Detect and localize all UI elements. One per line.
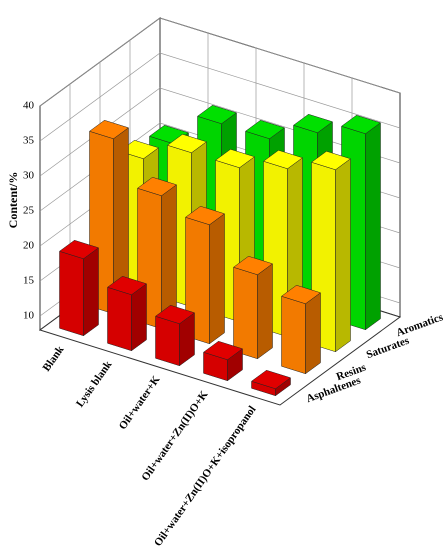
z-tick-label: 20: [23, 240, 35, 252]
bar-top: [196, 104, 238, 125]
bar-side: [131, 283, 147, 352]
bar-side: [209, 213, 225, 345]
series-label: Aromatics: [395, 311, 444, 339]
bar-top: [292, 113, 334, 134]
grid-line: [39, 17, 401, 107]
x-tick-label: Oil+water+K: [117, 373, 163, 432]
z-axis-title: Content/%: [6, 172, 20, 229]
bar-top: [58, 239, 100, 260]
bar-top: [250, 369, 292, 390]
z-tick-label: 15: [23, 275, 35, 287]
z-tick-label: 10: [23, 310, 35, 322]
bar-top: [244, 119, 286, 140]
x-tick-label: Oil+water+Zn(II)O+K+isopropanol: [152, 404, 258, 549]
bar-top: [202, 340, 244, 361]
bar-front: [107, 286, 132, 352]
bar-top: [232, 255, 274, 276]
z-tick-label: 30: [23, 170, 35, 182]
bar-front: [281, 295, 306, 375]
series-label: Saturates: [365, 334, 412, 361]
bar-top: [118, 139, 160, 160]
bar: [250, 369, 292, 397]
x-tick-label: Oil+water+Zn(II)O+K: [139, 388, 210, 483]
bar-top: [154, 304, 196, 325]
bar-front: [233, 266, 258, 360]
bar-side: [365, 122, 381, 331]
bar-top: [340, 114, 382, 135]
bar: [280, 284, 322, 375]
bar: [58, 239, 100, 337]
z-tick-label: 40: [23, 100, 35, 112]
bar-top: [280, 284, 322, 305]
bar-top: [184, 205, 226, 226]
bar: [202, 340, 244, 382]
bar: [232, 255, 274, 360]
bar: [154, 304, 196, 367]
x-tick-label: Blank: [41, 343, 67, 374]
bar: [106, 275, 148, 352]
x-tick-label: Lysis blank: [74, 358, 115, 409]
bar-side: [257, 263, 273, 360]
bar-top: [166, 133, 208, 154]
bar-top: [88, 119, 130, 140]
bar-top: [262, 149, 304, 170]
bar-front: [155, 315, 180, 367]
bar-side: [305, 292, 321, 375]
bar-side: [83, 247, 99, 337]
bar-top: [136, 176, 178, 197]
z-tick-label: 25: [23, 205, 35, 217]
bar-side: [335, 158, 351, 353]
bar-top: [214, 148, 256, 169]
bar-top: [310, 150, 352, 171]
bar-front: [59, 250, 84, 337]
bar-top: [106, 275, 148, 296]
grid-line: [39, 52, 401, 142]
bar: [136, 176, 178, 330]
z-tick-label: 35: [23, 135, 35, 147]
